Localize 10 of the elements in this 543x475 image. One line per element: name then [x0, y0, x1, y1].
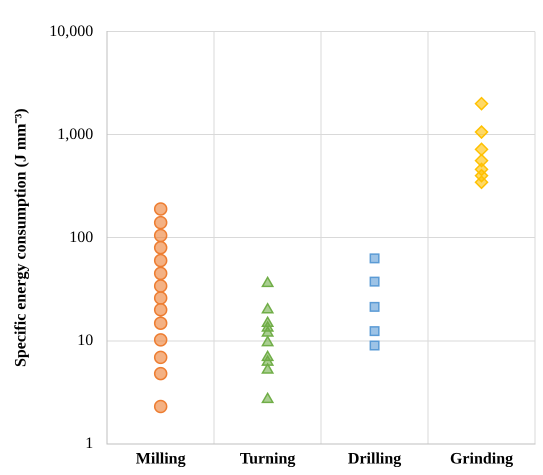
y-tick-label: 10: [77, 332, 94, 349]
y-tick-label: 1: [85, 435, 94, 452]
x-tick-label: Grinding: [450, 450, 514, 468]
x-tick-label: Turning: [240, 450, 296, 468]
x-tick-label: Milling: [136, 450, 186, 468]
y-tick-label: 10,000: [49, 22, 94, 40]
x-tick-label: Drilling: [348, 450, 402, 468]
y-tick-label: 100: [69, 228, 94, 246]
y-axis-title: Specific energy consumption (J mm⁻³): [12, 108, 30, 368]
y-tick-label: 1,000: [57, 126, 94, 143]
